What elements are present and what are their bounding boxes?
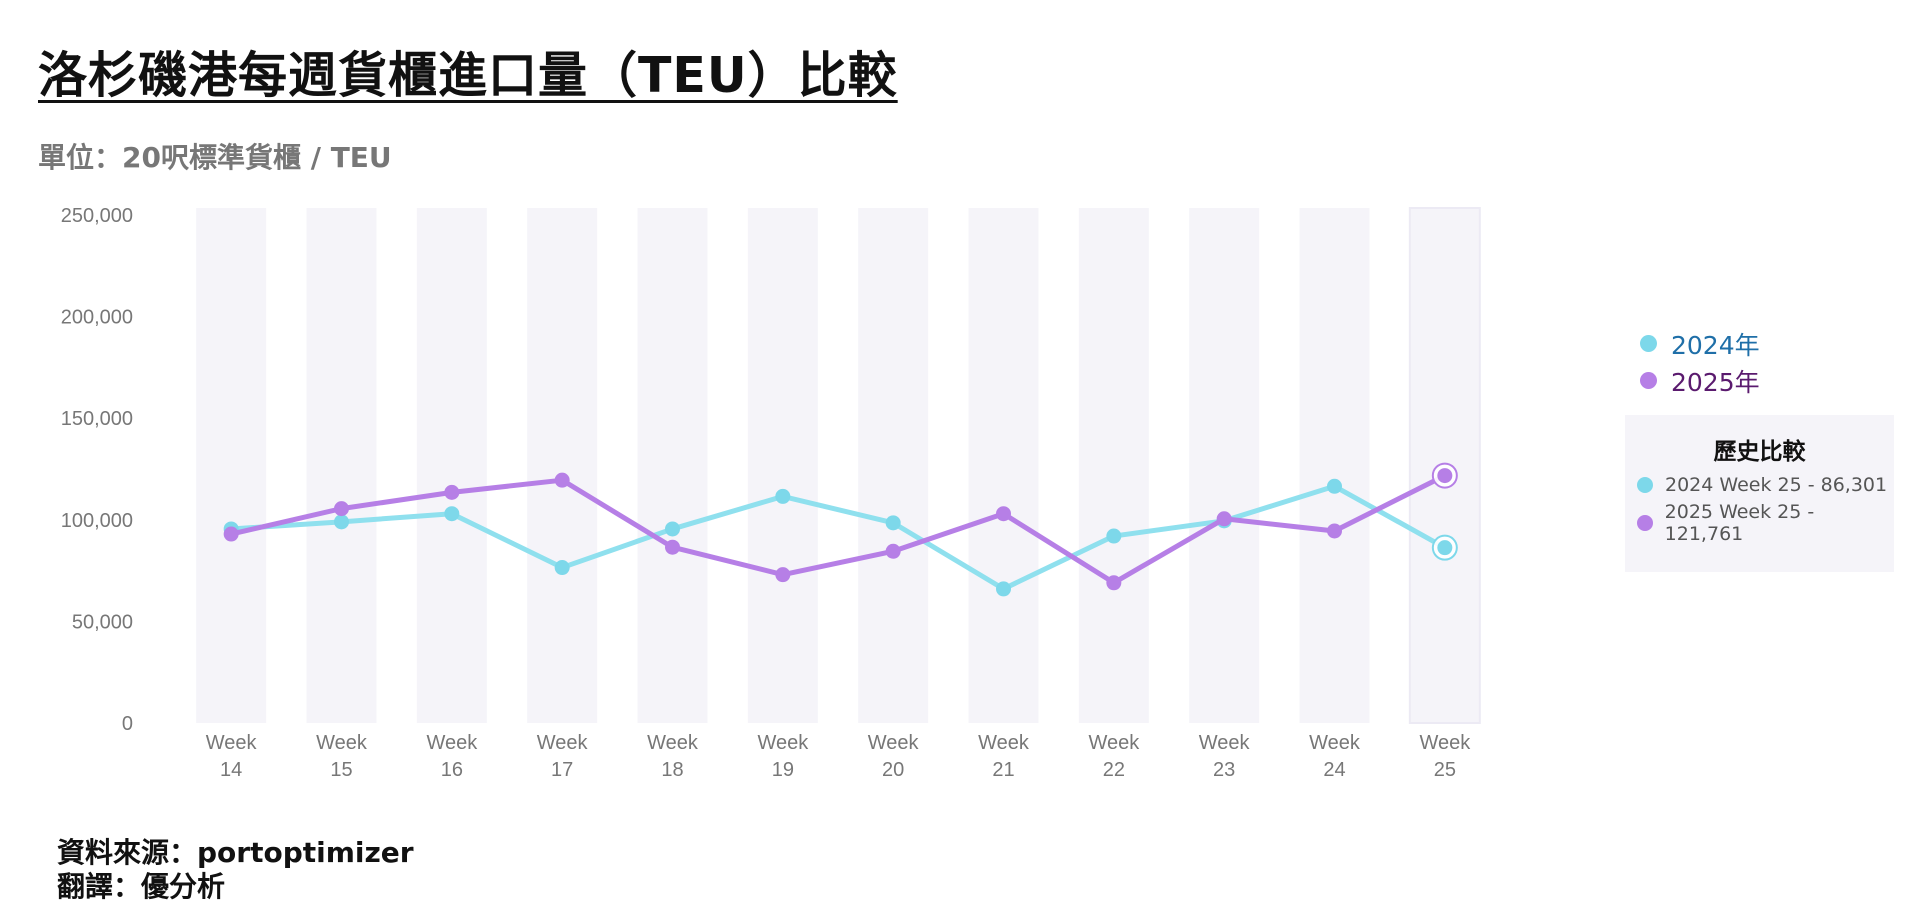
legend-label-2025: 2025年 (1671, 367, 1760, 397)
data-point-2025 (1216, 511, 1232, 527)
category-band (1408, 207, 1481, 724)
y-tick-label: 250,000 (61, 205, 133, 227)
category-band (306, 208, 377, 723)
history-row-label: 2024 Week 25 - 86,301 (1665, 474, 1888, 496)
x-tick-label: Week 20 (868, 732, 920, 781)
data-point-2025 (334, 501, 349, 517)
category-band (637, 208, 708, 723)
translator-line: 翻譯：優分析 (57, 870, 226, 903)
data-point-2024 (775, 488, 791, 504)
x-tick-label: Week 21 (978, 732, 1030, 781)
data-point-2024 (1327, 478, 1342, 494)
y-tick-label: 100,000 (61, 510, 133, 532)
legend-dot-2025-icon (1640, 372, 1657, 389)
y-tick-label: 200,000 (61, 307, 133, 329)
y-tick-label: 150,000 (61, 408, 133, 430)
data-point-2025 (1327, 523, 1342, 539)
x-tick-label: Week 15 (316, 732, 368, 781)
x-tick-label: Week 17 (537, 732, 589, 781)
legend-label-2024: 2024年 (1671, 330, 1760, 360)
x-tick-label: Week 16 (426, 732, 478, 781)
data-point-2025 (223, 526, 239, 542)
data-point-2025 (775, 567, 791, 583)
x-tick-label: Week 14 (206, 732, 258, 781)
series-line-2025 (228, 473, 1448, 586)
data-point-2024 (334, 514, 349, 530)
history-dot-2024-icon (1637, 477, 1653, 493)
y-tick-label: 50,000 (72, 611, 133, 633)
history-comparison-tooltip: 歷史比較 2024 Week 25 - 86,301 2025 Week 25 … (1625, 415, 1894, 572)
data-point-2025 (1437, 468, 1453, 484)
series-line-2024 (228, 483, 1448, 592)
history-row-2024: 2024 Week 25 - 86,301 (1637, 466, 1894, 504)
data-point-2025 (554, 472, 570, 488)
y-tick-label: 0 (122, 713, 133, 735)
x-tick-label: Week 19 (757, 732, 809, 781)
x-tick-label: Week 23 (1199, 732, 1251, 781)
source-note: 資料來源：portoptimizer 翻譯：優分析 (57, 836, 414, 904)
category-band (1189, 208, 1260, 723)
x-tick-label: Week 24 (1309, 732, 1361, 781)
x-tick-label: Week 25 (1419, 732, 1471, 781)
legend-item-2025[interactable]: 2025年 (1640, 362, 1760, 399)
chart-title: 洛杉磯港每週貨櫃進口量（TEU）比較 (38, 47, 898, 104)
data-point-2024 (554, 560, 570, 576)
category-band (1078, 208, 1149, 723)
category-band (747, 208, 818, 723)
history-title: 歷史比較 (1713, 439, 1806, 465)
data-point-2025 (1106, 575, 1122, 591)
source-line: 資料來源：portoptimizer (57, 836, 414, 869)
history-row-2025: 2025 Week 25 - 121,761 (1637, 501, 1894, 545)
data-point-2024 (665, 521, 680, 537)
data-point-2024 (1106, 528, 1122, 544)
category-band (196, 208, 267, 723)
data-point-2025 (885, 543, 901, 559)
data-point-2024 (885, 515, 901, 531)
category-band (416, 208, 487, 723)
category-band (858, 208, 929, 723)
data-point-2024 (996, 581, 1011, 597)
legend-item-2024[interactable]: 2024年 (1640, 325, 1760, 362)
data-point-2025 (996, 506, 1011, 522)
data-point-2024 (1437, 540, 1453, 556)
line-chart: 0 50,000 100,000 150,000 200,000 250,000 Week 1… (61, 205, 1481, 781)
data-point-2025 (665, 539, 680, 555)
category-band (1299, 208, 1370, 723)
legend: 2024年 2025年 (1640, 325, 1760, 399)
legend-dot-2024-icon (1640, 335, 1657, 352)
history-row-label: 2025 Week 25 - 121,761 (1664, 501, 1815, 545)
history-dot-2025-icon (1637, 515, 1653, 531)
x-tick-label: Week 22 (1088, 732, 1140, 781)
category-band (527, 208, 598, 723)
x-tick-label: Week 18 (647, 732, 699, 781)
chart-subtitle: 單位：20呎標準貨櫃 / TEU (38, 141, 392, 174)
category-band (968, 208, 1039, 723)
data-point-2024 (444, 506, 460, 522)
data-point-2025 (444, 484, 460, 500)
